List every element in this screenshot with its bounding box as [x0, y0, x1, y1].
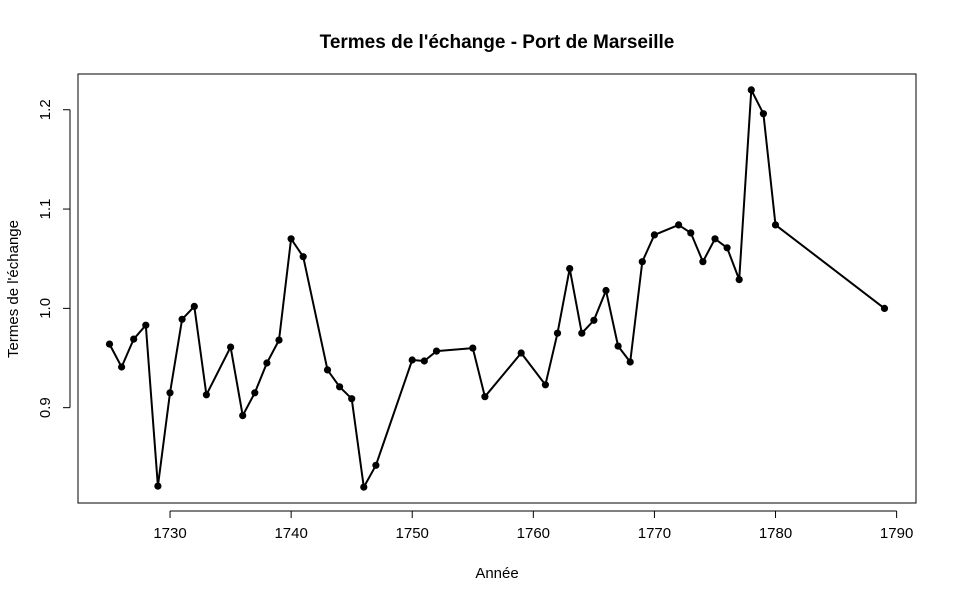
x-tick-label: 1730 — [153, 525, 186, 542]
data-point — [287, 235, 295, 243]
y-axis: 0.9 1.0 1.1 1.2 — [37, 99, 71, 418]
data-point — [190, 302, 198, 310]
series-layer — [105, 86, 889, 491]
data-point — [154, 482, 162, 490]
data-point — [517, 349, 525, 357]
data-point — [590, 316, 598, 324]
data-point — [675, 221, 683, 229]
y-tick-label: 1.0 — [37, 298, 54, 319]
data-point — [263, 359, 271, 367]
data-point — [360, 483, 368, 491]
data-point — [602, 286, 610, 295]
data-point — [614, 342, 622, 350]
data-point — [227, 343, 235, 351]
chart-title: Termes de l'échange - Port de Marseille — [320, 32, 675, 53]
data-point — [541, 381, 550, 389]
data-point — [299, 253, 307, 261]
data-point — [323, 366, 332, 374]
data-point — [178, 315, 186, 323]
data-point — [118, 363, 126, 371]
data-point — [880, 304, 889, 312]
data-point — [638, 258, 646, 266]
x-tick-label: 1750 — [396, 525, 429, 542]
x-tick-label: 1740 — [274, 525, 307, 542]
data-point — [239, 412, 247, 420]
x-tick-label: 1780 — [759, 525, 792, 542]
x-axis: 1730 1740 1750 1760 1770 1780 1790 — [153, 510, 913, 542]
data-point — [771, 221, 780, 229]
y-tick-label: 0.9 — [37, 397, 54, 418]
data-point — [420, 357, 428, 365]
data-point — [553, 329, 562, 337]
data-point — [650, 231, 659, 239]
data-point — [372, 461, 380, 469]
data-point — [759, 110, 768, 118]
y-tick-label: 1.2 — [37, 99, 54, 120]
x-tick-label: 1790 — [880, 525, 913, 542]
data-point — [566, 265, 574, 273]
data-point — [711, 235, 719, 243]
y-axis-label: Termes de l'échange — [5, 220, 22, 358]
x-tick-label: 1760 — [517, 525, 550, 542]
data-point — [578, 329, 586, 337]
data-point — [166, 389, 174, 397]
data-point — [275, 336, 283, 344]
data-point — [130, 335, 138, 343]
data-point — [251, 389, 259, 397]
y-tick-label: 1.1 — [37, 199, 54, 220]
data-point — [626, 358, 634, 366]
data-point — [699, 258, 707, 266]
data-point — [408, 356, 416, 364]
data-point — [336, 383, 344, 391]
data-point — [747, 86, 755, 94]
data-point — [202, 391, 210, 399]
data-point — [723, 244, 731, 252]
data-point — [735, 276, 743, 284]
data-point — [105, 340, 114, 348]
x-axis-label: Année — [475, 565, 518, 582]
x-tick-label: 1770 — [638, 525, 671, 542]
data-point — [687, 229, 695, 237]
data-point — [348, 395, 356, 403]
series-line — [108, 88, 886, 489]
data-point — [142, 321, 150, 329]
data-point — [432, 347, 441, 355]
data-point — [481, 393, 489, 401]
plot-frame — [77, 73, 917, 504]
data-point — [469, 344, 477, 352]
